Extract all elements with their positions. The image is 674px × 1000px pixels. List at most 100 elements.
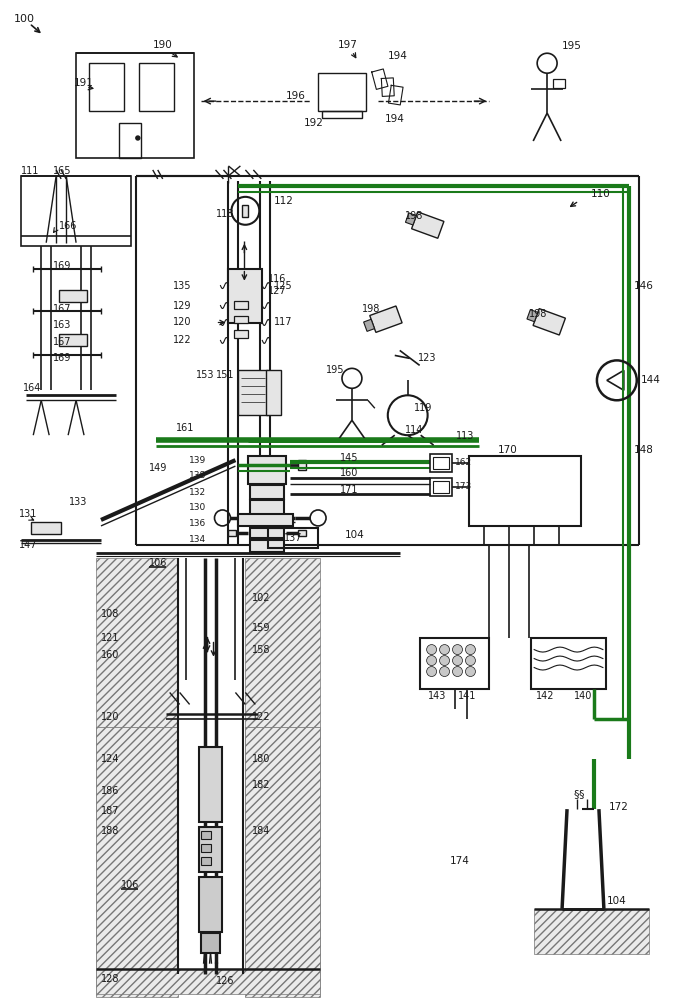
Text: 106: 106 <box>121 880 140 890</box>
Text: 116: 116 <box>268 274 286 284</box>
Bar <box>470 456 581 526</box>
Circle shape <box>136 136 140 140</box>
Bar <box>201 857 210 865</box>
Text: 120: 120 <box>173 317 191 327</box>
Bar <box>553 79 565 88</box>
Text: 132: 132 <box>189 488 206 497</box>
Circle shape <box>452 656 462 666</box>
Bar <box>268 528 318 548</box>
Text: 180: 180 <box>252 754 271 764</box>
Text: 102: 102 <box>252 593 271 603</box>
Text: 129: 129 <box>173 301 191 311</box>
Text: 118: 118 <box>216 209 234 219</box>
Circle shape <box>427 656 437 666</box>
Text: 135: 135 <box>173 281 191 291</box>
Bar <box>22 176 131 246</box>
Text: 112: 112 <box>274 196 294 206</box>
Text: 134: 134 <box>189 535 206 544</box>
Circle shape <box>427 645 437 655</box>
Text: 169: 169 <box>53 261 71 271</box>
Bar <box>201 831 210 839</box>
Bar <box>239 514 293 526</box>
Text: 165: 165 <box>53 166 71 176</box>
Text: 114: 114 <box>404 425 423 435</box>
Text: 126: 126 <box>216 976 234 986</box>
Bar <box>239 370 268 415</box>
Text: 131: 131 <box>20 509 38 519</box>
Bar <box>96 969 320 994</box>
Bar <box>201 844 210 852</box>
Polygon shape <box>533 309 565 335</box>
Bar <box>235 330 248 338</box>
Text: 148: 148 <box>634 445 654 455</box>
Text: 198: 198 <box>404 211 423 221</box>
Text: 146: 146 <box>634 281 654 291</box>
Bar <box>139 63 174 111</box>
Bar <box>89 63 124 111</box>
Text: 188: 188 <box>101 826 119 836</box>
Text: 144: 144 <box>641 375 661 385</box>
Text: 136: 136 <box>189 519 206 528</box>
Text: 167: 167 <box>53 337 71 347</box>
Text: 171: 171 <box>340 485 359 495</box>
Circle shape <box>452 645 462 655</box>
Text: 145: 145 <box>340 453 359 463</box>
Text: 140: 140 <box>574 691 592 701</box>
Text: 173: 173 <box>454 482 472 491</box>
Text: 160: 160 <box>101 650 119 660</box>
Text: 121: 121 <box>101 633 119 643</box>
Text: 187: 187 <box>101 806 119 816</box>
Text: 100: 100 <box>13 14 34 24</box>
Text: 163: 163 <box>53 320 71 330</box>
Text: 174: 174 <box>450 856 469 866</box>
Bar <box>433 457 448 469</box>
Bar <box>96 727 178 982</box>
Bar <box>248 456 286 484</box>
Text: 194: 194 <box>385 114 404 124</box>
Circle shape <box>439 656 450 666</box>
Text: 161: 161 <box>176 423 194 433</box>
Text: 110: 110 <box>591 189 611 199</box>
Bar <box>235 301 248 309</box>
Bar <box>31 522 61 534</box>
Text: 143: 143 <box>427 691 446 701</box>
Circle shape <box>466 645 475 655</box>
Bar <box>243 205 248 217</box>
Text: 195: 195 <box>326 365 344 375</box>
Text: 122: 122 <box>173 335 191 345</box>
Text: 182: 182 <box>252 780 271 790</box>
Bar <box>420 638 489 689</box>
Bar <box>59 334 87 346</box>
Bar <box>318 73 366 111</box>
Bar <box>96 558 178 997</box>
Text: 194: 194 <box>388 51 408 61</box>
Polygon shape <box>527 310 538 322</box>
Text: 106: 106 <box>149 558 167 568</box>
Text: 138: 138 <box>189 471 206 480</box>
Bar <box>245 558 320 997</box>
Bar <box>119 123 141 158</box>
Text: 197: 197 <box>338 40 358 50</box>
Text: 191: 191 <box>74 78 94 88</box>
Text: 122: 122 <box>252 712 271 722</box>
Bar <box>76 53 193 158</box>
Text: 108: 108 <box>101 609 119 619</box>
Bar <box>199 747 222 822</box>
Text: 158: 158 <box>252 645 271 655</box>
Bar <box>201 933 220 953</box>
Text: 192: 192 <box>304 118 324 128</box>
Text: 113: 113 <box>456 431 474 441</box>
Text: 142: 142 <box>537 691 555 701</box>
Bar <box>96 727 178 977</box>
Bar <box>228 269 262 323</box>
Bar <box>322 111 362 118</box>
Polygon shape <box>370 306 402 332</box>
Polygon shape <box>406 213 417 225</box>
Bar <box>245 727 320 977</box>
Text: 196: 196 <box>286 91 306 101</box>
Bar <box>298 530 306 536</box>
Text: 169: 169 <box>53 353 71 363</box>
Text: 198: 198 <box>529 309 547 319</box>
Bar <box>245 727 320 982</box>
Text: 184: 184 <box>252 826 271 836</box>
